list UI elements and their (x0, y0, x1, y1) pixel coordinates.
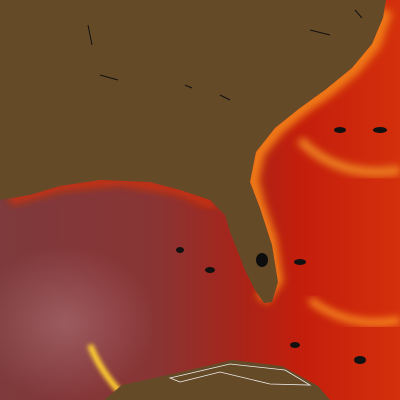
river (184, 84, 193, 89)
lake-okeechobee (256, 253, 268, 267)
rivers (87, 9, 363, 101)
gulf-stream (297, 137, 400, 176)
gap (205, 267, 215, 273)
gap (176, 247, 184, 253)
gap (290, 342, 300, 348)
gulf-haze (0, 180, 260, 400)
river (354, 9, 363, 19)
river (99, 74, 119, 81)
gap (334, 127, 346, 133)
warm-patch (308, 297, 400, 326)
gap (294, 259, 306, 265)
river (219, 94, 231, 101)
cuba (168, 363, 312, 386)
gap (354, 356, 366, 364)
river (309, 29, 331, 36)
gap (373, 127, 387, 133)
river (87, 24, 93, 46)
yucatan-current (87, 343, 123, 395)
cloud-gaps (176, 127, 387, 364)
